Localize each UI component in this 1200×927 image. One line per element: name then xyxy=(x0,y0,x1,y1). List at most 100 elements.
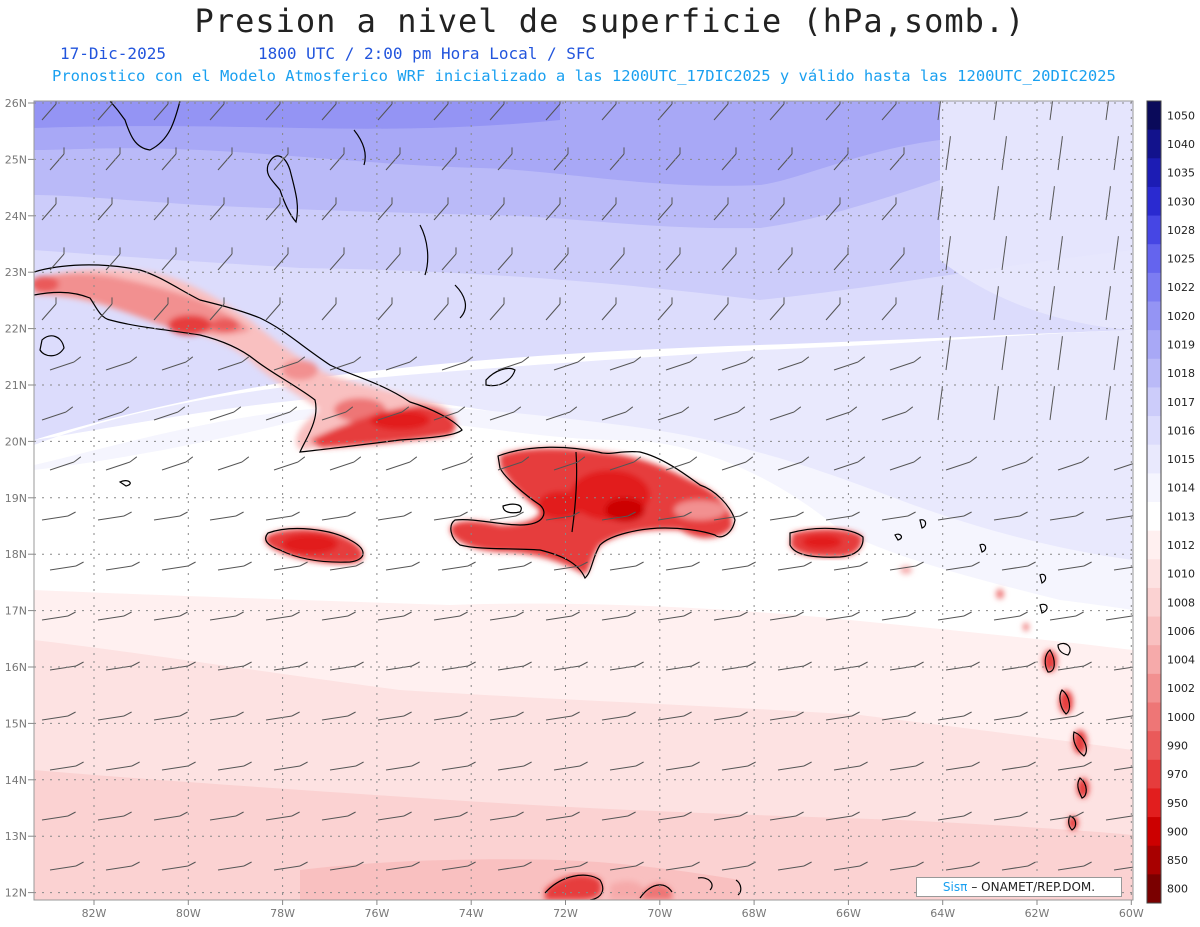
wind-barb xyxy=(97,411,123,421)
wind-barb-feather xyxy=(355,661,364,667)
wind-barb xyxy=(329,461,355,471)
colorbar-swatch xyxy=(1147,444,1161,474)
wind-barb-feather xyxy=(1075,611,1084,617)
wind-barb xyxy=(713,815,741,821)
colorbar-swatch xyxy=(1147,673,1161,703)
colorbar-label: 900 xyxy=(1167,825,1188,838)
wind-barb xyxy=(1105,189,1111,221)
wind-barb-feather xyxy=(627,811,636,817)
lon-label: 64W xyxy=(930,907,955,920)
lat-label: 26N xyxy=(5,97,27,110)
wind-barb xyxy=(489,815,517,821)
wind-barb-feather xyxy=(913,356,922,363)
wind-barb xyxy=(1057,565,1085,571)
wind-barb-feather xyxy=(801,356,810,363)
wind-barb-feather xyxy=(683,711,692,717)
wind-barb-feather xyxy=(971,661,980,667)
wind-barb-feather xyxy=(243,561,252,567)
wind-barb xyxy=(777,665,805,671)
plot-frame xyxy=(33,100,1134,901)
wind-barb-feather xyxy=(75,561,84,567)
wind-barb xyxy=(41,103,57,121)
lat-label: 22N xyxy=(5,323,27,336)
wind-barb xyxy=(1113,463,1133,471)
wind-barb-feather xyxy=(571,811,580,817)
wind-barb xyxy=(329,253,345,271)
wind-barb xyxy=(601,715,629,721)
wind-barb-feather xyxy=(1081,456,1090,463)
wind-barb xyxy=(1057,239,1063,271)
wind-barb-feather xyxy=(689,456,698,463)
wind-barb xyxy=(665,865,693,871)
wind-barb-feather xyxy=(185,356,194,363)
wind-barb xyxy=(497,361,523,371)
coastlines xyxy=(34,101,1087,900)
wind-barb xyxy=(321,303,337,321)
wind-barb-feather xyxy=(523,861,532,867)
wind-barb xyxy=(825,615,853,621)
colorbar-swatch xyxy=(1147,473,1161,503)
wind-barb-feather xyxy=(129,356,138,363)
wind-barb xyxy=(217,153,233,171)
wind-barb xyxy=(825,515,853,521)
wind-barb xyxy=(441,461,467,471)
wind-barb xyxy=(545,715,573,721)
wind-barb xyxy=(49,253,65,271)
lat-label: 24N xyxy=(5,210,27,223)
wind-barb-feather xyxy=(459,611,468,617)
wind-barb xyxy=(441,865,469,871)
lat-label: 23N xyxy=(5,266,27,279)
wind-barb xyxy=(321,203,337,221)
wind-barb xyxy=(889,865,917,871)
wind-barb xyxy=(377,411,403,421)
colorbar-label: 1012 xyxy=(1167,539,1195,552)
wind-barb xyxy=(657,515,685,521)
wind-barb-feather xyxy=(859,561,868,567)
wind-barb xyxy=(769,515,797,521)
wind-barb xyxy=(97,103,113,121)
wind-barb xyxy=(497,153,513,171)
wind-barb xyxy=(721,361,747,371)
colorbar-swatch xyxy=(1147,788,1161,818)
wind-barb xyxy=(945,339,951,371)
wind-barb xyxy=(1001,339,1007,371)
wind-barb xyxy=(609,665,637,671)
wind-barb-feather xyxy=(849,406,858,413)
wind-barb xyxy=(321,103,337,121)
wind-barb xyxy=(553,865,581,871)
wind-barb xyxy=(1105,515,1133,521)
wind-barb-feather xyxy=(131,661,140,667)
wind-barb-feather xyxy=(243,761,252,767)
wind-barb-feather xyxy=(803,561,812,567)
lat-lon-grid xyxy=(34,101,1133,900)
onamet-logo: Sisπ – ONAMET/REP.DOM. xyxy=(916,877,1122,897)
lat-label: 21N xyxy=(5,379,27,392)
wind-barb xyxy=(993,515,1021,521)
wind-barb xyxy=(889,461,915,471)
wind-barb xyxy=(721,665,749,671)
wind-barb-feather xyxy=(577,356,586,363)
wind-barb xyxy=(385,253,401,271)
forecast-time: 1800 UTC / 2:00 pm Hora Local / SFC xyxy=(258,44,596,63)
wind-barb xyxy=(601,303,617,321)
wind-barb-feather xyxy=(795,711,804,717)
colorbar-swatch xyxy=(1147,416,1161,446)
wind-barb-feather xyxy=(515,711,524,717)
colorbar-swatch xyxy=(1147,530,1161,560)
pressure-shading xyxy=(34,101,1133,900)
wind-barb-feather xyxy=(747,761,756,767)
wind-barb xyxy=(273,461,299,471)
wind-barb-feather xyxy=(235,511,244,517)
wind-barb xyxy=(153,515,181,521)
wind-barb xyxy=(833,565,861,571)
wind-barb xyxy=(105,765,133,771)
wind-barb xyxy=(329,361,355,371)
wind-barb-feather xyxy=(971,861,980,867)
wind-barb xyxy=(41,303,57,321)
colorbar-swatch xyxy=(1147,158,1161,188)
colorbar-swatch xyxy=(1147,587,1161,618)
wind-barb xyxy=(1105,389,1111,421)
wind-barb xyxy=(553,665,581,671)
wind-barb xyxy=(937,289,943,321)
wind-barb xyxy=(609,865,637,871)
